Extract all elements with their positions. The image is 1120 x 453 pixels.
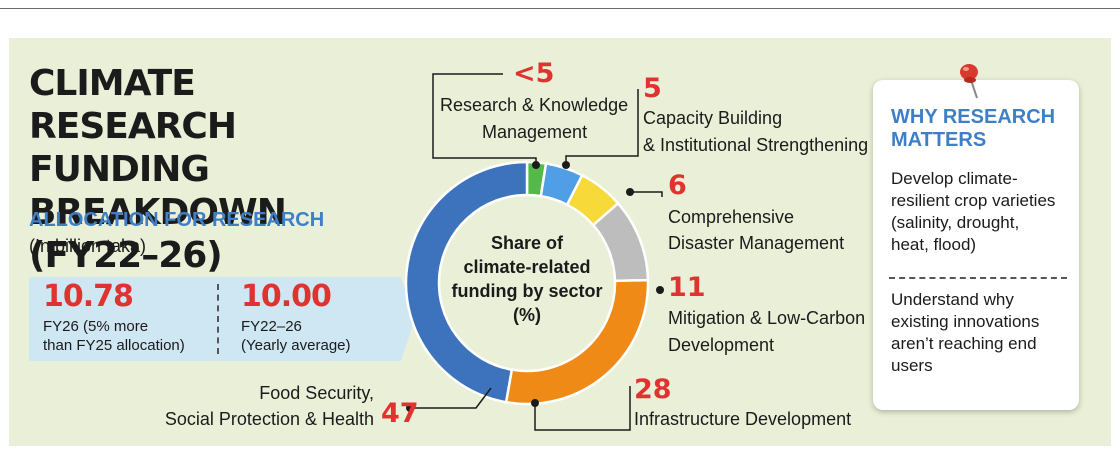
leader-dot <box>406 404 414 412</box>
donut-center-label: Share of climate-related funding by sector… <box>451 233 602 325</box>
slice-value-label: 6 <box>668 170 687 201</box>
leader-line <box>432 73 537 165</box>
slice-category-label: Comprehensive <box>668 207 794 227</box>
leader-dot <box>531 399 539 407</box>
allocation-heading: ALLOCATION FOR RESEARCH <box>29 209 325 231</box>
slice-category-label: Food Security, <box>259 383 374 403</box>
center-label-line: (%) <box>513 305 541 325</box>
slice-category-label: Mitigation & Low-Carbon <box>668 308 865 328</box>
allocation-box <box>29 277 401 361</box>
donut-slices <box>404 160 650 406</box>
center-label-line: funding by sector <box>451 281 602 301</box>
infographic-title: CLIMATE RESEARCH FUNDING BREAKDOWN (FY22… <box>29 63 287 276</box>
slice-value-label: 47 <box>381 398 419 429</box>
slice-category-label: & Institutional Strengthening <box>643 135 868 155</box>
slice-value-label: <5 <box>513 58 554 89</box>
label-leaders <box>406 73 664 431</box>
yearly-average-value: 10.00 <box>241 279 332 314</box>
leader-line <box>630 191 663 197</box>
slice-category-label: Infrastructure Development <box>634 409 851 429</box>
why-research-title: WHY RESEARCH MATTERS <box>891 106 1056 151</box>
why-research-divider <box>889 277 1067 279</box>
slice-labels: <5 Research & Knowledge Management 5 Capacit… <box>165 58 868 429</box>
slice-value-label: 11 <box>668 272 706 303</box>
why-research-item-1: Develop climate- resilient crop varietie… <box>891 169 1056 254</box>
leader-dot <box>656 286 664 294</box>
fy26-allocation-label: FY26 (5% more than FY25 allocation) <box>43 318 185 354</box>
slice-category-label: Management <box>482 122 587 142</box>
leader-line <box>534 386 631 431</box>
leader-dot <box>626 188 634 196</box>
allocation-unit: (In billion taka) <box>29 236 147 256</box>
leader-dot <box>562 161 570 169</box>
yearly-average-label: FY22–26 (Yearly average) <box>241 318 351 354</box>
slice-category-label: Capacity Building <box>643 108 782 128</box>
why-research-note: WHY RESEARCH MATTERS Develop climate- re… <box>873 80 1079 410</box>
fy26-allocation-value: 10.78 <box>43 279 134 314</box>
slice-value-label: 28 <box>634 374 672 405</box>
center-label-line: climate-related <box>463 257 590 277</box>
slice-category-label: Research & Knowledge <box>440 95 628 115</box>
slice-category-label: Social Protection & Health <box>165 409 374 429</box>
donut-slice <box>404 160 529 404</box>
slice-category-label: Development <box>668 335 774 355</box>
slice-category-label: Disaster Management <box>668 233 844 253</box>
why-research-item-2: Understand why existing innovations aren… <box>891 290 1040 375</box>
leader-line <box>410 387 492 409</box>
leader-dot <box>532 161 540 169</box>
leader-line <box>565 89 639 165</box>
top-rule <box>0 8 1120 9</box>
center-label-line: Share of <box>491 233 564 253</box>
slice-value-label: 5 <box>643 73 662 104</box>
push-pin-icon <box>960 64 978 99</box>
allocation-divider <box>217 284 219 354</box>
